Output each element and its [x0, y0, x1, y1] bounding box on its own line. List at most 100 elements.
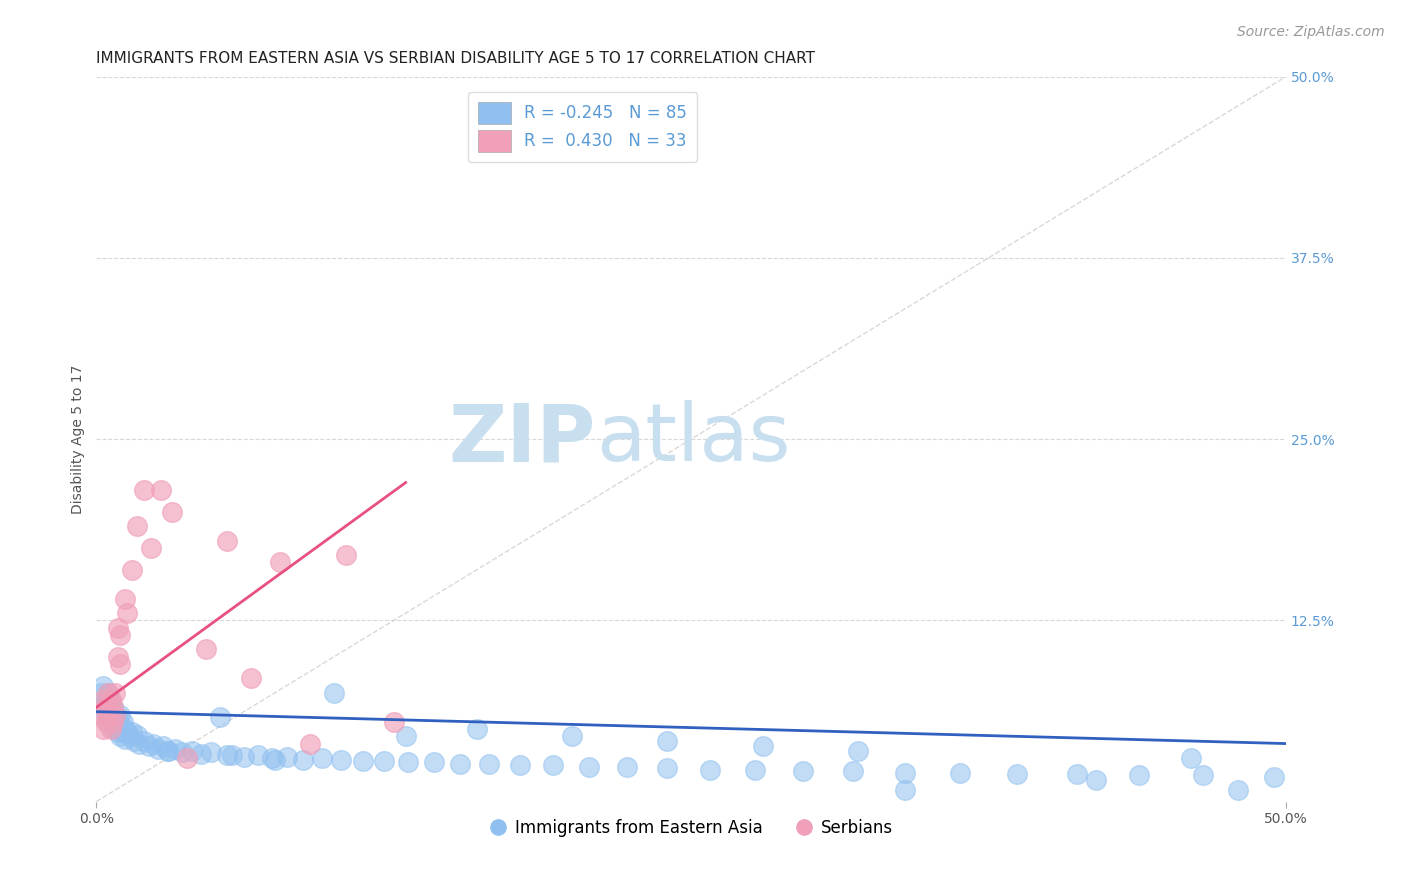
- Point: [117, 606, 139, 620]
- Point: [170, 745, 193, 759]
- Point: [97, 707, 120, 722]
- Point: [323, 686, 346, 700]
- Point: [107, 725, 129, 739]
- Point: [132, 733, 155, 747]
- Point: [180, 744, 202, 758]
- Point: [149, 483, 172, 497]
- Point: [100, 707, 122, 722]
- Point: [1066, 767, 1088, 781]
- Point: [276, 749, 298, 764]
- Point: [108, 719, 131, 733]
- Point: [465, 722, 488, 736]
- Point: [382, 714, 405, 729]
- Point: [335, 548, 357, 562]
- Point: [1005, 767, 1028, 781]
- Point: [104, 707, 127, 722]
- Point: [139, 541, 162, 555]
- Point: [114, 591, 136, 606]
- Point: [1191, 768, 1213, 782]
- Point: [373, 754, 395, 768]
- Point: [97, 686, 120, 700]
- Point: [104, 686, 127, 700]
- Point: [94, 714, 117, 729]
- Point: [97, 700, 120, 714]
- Point: [93, 693, 115, 707]
- Point: [1227, 783, 1250, 797]
- Point: [104, 722, 127, 736]
- Point: [449, 756, 471, 771]
- Point: [156, 744, 179, 758]
- Point: [142, 737, 165, 751]
- Point: [509, 758, 531, 772]
- Point: [125, 728, 148, 742]
- Point: [94, 700, 117, 714]
- Point: [101, 700, 124, 714]
- Point: [1263, 770, 1285, 784]
- Point: [94, 693, 117, 707]
- Point: [262, 751, 284, 765]
- Point: [108, 657, 131, 671]
- Point: [263, 752, 285, 766]
- Point: [114, 732, 136, 747]
- Point: [124, 733, 146, 747]
- Point: [395, 729, 418, 743]
- Point: [190, 747, 212, 761]
- Point: [578, 760, 600, 774]
- Point: [107, 710, 129, 724]
- Point: [101, 714, 124, 729]
- Point: [132, 483, 155, 497]
- Text: ZIP: ZIP: [449, 401, 596, 478]
- Point: [97, 686, 120, 700]
- Point: [108, 628, 131, 642]
- Point: [744, 763, 766, 777]
- Point: [100, 693, 122, 707]
- Point: [894, 765, 917, 780]
- Point: [209, 710, 232, 724]
- Point: [117, 725, 139, 739]
- Point: [93, 679, 115, 693]
- Point: [657, 761, 679, 775]
- Point: [396, 756, 419, 770]
- Point: [111, 714, 134, 729]
- Point: [1084, 772, 1107, 787]
- Point: [176, 751, 198, 765]
- Point: [101, 700, 124, 714]
- Point: [114, 722, 136, 736]
- Text: Source: ZipAtlas.com: Source: ZipAtlas.com: [1237, 25, 1385, 39]
- Point: [751, 739, 773, 754]
- Point: [138, 739, 160, 754]
- Point: [299, 737, 322, 751]
- Point: [949, 765, 972, 780]
- Point: [1128, 768, 1150, 782]
- Point: [292, 752, 315, 766]
- Point: [108, 729, 131, 743]
- Point: [148, 742, 170, 756]
- Point: [247, 748, 270, 763]
- Point: [1180, 751, 1202, 765]
- Point: [125, 519, 148, 533]
- Y-axis label: Disability Age 5 to 17: Disability Age 5 to 17: [72, 365, 86, 514]
- Point: [221, 748, 243, 763]
- Point: [217, 533, 239, 548]
- Point: [152, 739, 174, 754]
- Point: [846, 744, 869, 758]
- Text: atlas: atlas: [596, 401, 790, 478]
- Point: [232, 749, 254, 764]
- Point: [352, 754, 374, 768]
- Point: [90, 686, 112, 700]
- Point: [101, 714, 124, 729]
- Point: [792, 764, 814, 778]
- Point: [842, 764, 865, 778]
- Point: [100, 693, 122, 707]
- Point: [107, 621, 129, 635]
- Point: [478, 756, 501, 771]
- Point: [311, 751, 333, 765]
- Text: IMMIGRANTS FROM EASTERN ASIA VS SERBIAN DISABILITY AGE 5 TO 17 CORRELATION CHART: IMMIGRANTS FROM EASTERN ASIA VS SERBIAN …: [97, 51, 815, 66]
- Legend: Immigrants from Eastern Asia, Serbians: Immigrants from Eastern Asia, Serbians: [482, 813, 900, 844]
- Point: [104, 707, 127, 722]
- Point: [118, 729, 141, 743]
- Point: [561, 729, 583, 743]
- Point: [330, 752, 353, 766]
- Point: [97, 714, 120, 729]
- Point: [699, 763, 721, 777]
